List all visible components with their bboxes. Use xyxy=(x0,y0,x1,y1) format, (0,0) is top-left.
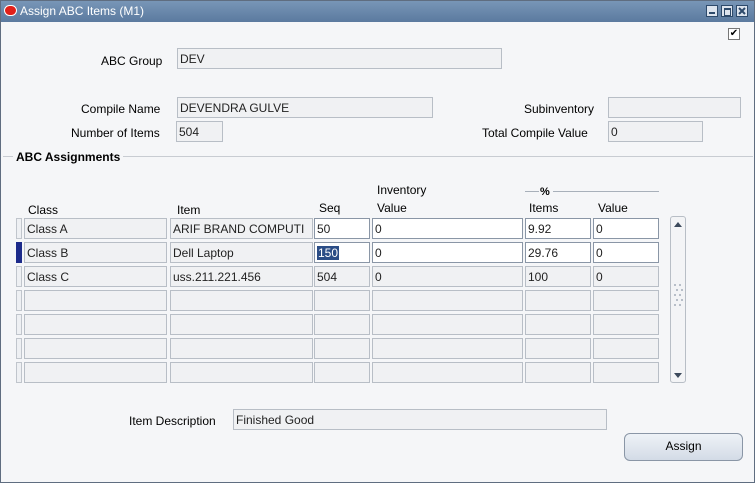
oracle-logo-icon xyxy=(4,5,17,16)
seq-cell[interactable] xyxy=(314,314,370,335)
value-pct-cell[interactable]: 0 xyxy=(593,266,659,287)
items-pct-cell[interactable]: 9.92 xyxy=(525,218,591,239)
abc-group-field[interactable]: DEV xyxy=(177,48,502,69)
items-pct-column-header: Items xyxy=(529,201,559,215)
window-title: Assign ABC Items (M1) xyxy=(20,4,145,18)
item-description-field[interactable]: Finished Good xyxy=(233,409,607,430)
row-indicator[interactable] xyxy=(16,218,22,239)
items-pct-cell[interactable] xyxy=(525,338,591,359)
seq-cell[interactable]: 504 xyxy=(314,266,370,287)
subinventory-field[interactable] xyxy=(608,97,741,118)
close-icon xyxy=(738,7,746,15)
scroll-grip-icon[interactable] xyxy=(671,282,685,312)
inventory-value-cell[interactable]: 0 xyxy=(372,266,523,287)
items-pct-cell[interactable] xyxy=(525,314,591,335)
minimize-button[interactable] xyxy=(706,5,718,17)
value-pct-cell[interactable]: 0 xyxy=(593,218,659,239)
inventory-column-header-top: Inventory xyxy=(377,183,427,197)
row-indicator[interactable] xyxy=(16,338,22,359)
vertical-scrollbar[interactable] xyxy=(670,216,686,383)
inventory-value-cell[interactable]: 0 xyxy=(372,218,523,239)
item-cell[interactable] xyxy=(170,314,313,335)
value-pct-cell[interactable] xyxy=(593,290,659,311)
title-bar[interactable]: Assign ABC Items (M1) xyxy=(1,1,754,22)
items-pct-cell[interactable] xyxy=(525,290,591,311)
minimize-icon xyxy=(709,12,715,14)
class-column-header: Class xyxy=(28,203,59,217)
seq-cell[interactable]: 50 xyxy=(314,218,370,239)
items-pct-cell[interactable]: 100 xyxy=(525,266,591,287)
seq-column-header: Seq xyxy=(319,201,341,215)
value-pct-cell[interactable] xyxy=(593,314,659,335)
checkmark-icon: ✔ xyxy=(729,28,739,39)
row-indicator[interactable] xyxy=(16,290,22,311)
item-cell[interactable]: Dell Laptop xyxy=(170,242,313,263)
seq-cell[interactable] xyxy=(314,290,370,311)
row-indicator[interactable] xyxy=(16,266,22,287)
row-indicator[interactable] xyxy=(16,362,22,383)
row-indicator[interactable] xyxy=(16,314,22,335)
assign-button[interactable]: Assign xyxy=(624,433,743,461)
items-pct-cell[interactable] xyxy=(525,362,591,383)
inventory-value-column-header: Value xyxy=(377,201,407,215)
inventory-value-cell[interactable]: 0 xyxy=(372,242,523,263)
subinventory-label: Subinventory xyxy=(524,102,595,116)
compile-name-label: Compile Name xyxy=(81,102,161,116)
class-cell[interactable]: Class A xyxy=(24,218,167,239)
seq-cell[interactable] xyxy=(314,338,370,359)
items-pct-cell[interactable]: 29.76 xyxy=(525,242,591,263)
class-cell[interactable] xyxy=(24,362,167,383)
class-cell[interactable] xyxy=(24,290,167,311)
total-compile-value-field[interactable]: 0 xyxy=(608,121,703,142)
abc-assignments-title: ABC Assignments xyxy=(13,150,124,164)
seq-selected-text: 150 xyxy=(317,246,340,260)
number-of-items-field[interactable]: 504 xyxy=(176,121,223,142)
percent-group-line-left xyxy=(525,191,539,192)
inventory-value-cell[interactable] xyxy=(372,338,523,359)
percent-group-header: % xyxy=(540,186,550,198)
item-cell[interactable] xyxy=(170,290,313,311)
section-divider xyxy=(3,156,753,157)
maximize-button[interactable] xyxy=(721,5,733,17)
item-column-header: Item xyxy=(177,203,201,217)
value-pct-cell[interactable]: 0 xyxy=(593,242,659,263)
current-row-indicator[interactable] xyxy=(16,242,22,263)
class-cell[interactable] xyxy=(24,314,167,335)
item-cell[interactable] xyxy=(170,362,313,383)
compile-name-field[interactable]: DEVENDRA GULVE xyxy=(177,97,433,118)
abc-group-label: ABC Group xyxy=(101,54,163,68)
item-description-label: Item Description xyxy=(129,414,216,428)
class-cell[interactable] xyxy=(24,338,167,359)
item-cell[interactable]: uss.211.221.456 xyxy=(170,266,313,287)
inventory-value-cell[interactable] xyxy=(372,290,523,311)
inventory-value-cell[interactable] xyxy=(372,314,523,335)
class-cell[interactable]: Class B xyxy=(24,242,167,263)
maximize-icon xyxy=(724,8,731,16)
scroll-down-icon[interactable] xyxy=(671,369,685,381)
scroll-up-icon[interactable] xyxy=(671,219,685,231)
percent-group-line-right xyxy=(553,191,659,192)
value-pct-cell[interactable] xyxy=(593,362,659,383)
item-cell[interactable] xyxy=(170,338,313,359)
seq-cell-active[interactable]: 150 xyxy=(314,242,370,263)
inventory-value-cell[interactable] xyxy=(372,362,523,383)
value-pct-cell[interactable] xyxy=(593,338,659,359)
toolbar-checkbox[interactable]: ✔ xyxy=(728,28,740,40)
number-of-items-label: Number of Items xyxy=(71,126,160,140)
item-cell[interactable]: ARIF BRAND COMPUTI xyxy=(170,218,313,239)
class-cell[interactable]: Class C xyxy=(24,266,167,287)
value-pct-column-header: Value xyxy=(598,201,628,215)
close-button[interactable] xyxy=(736,5,748,17)
seq-cell[interactable] xyxy=(314,362,370,383)
total-compile-value-label: Total Compile Value xyxy=(482,126,588,140)
